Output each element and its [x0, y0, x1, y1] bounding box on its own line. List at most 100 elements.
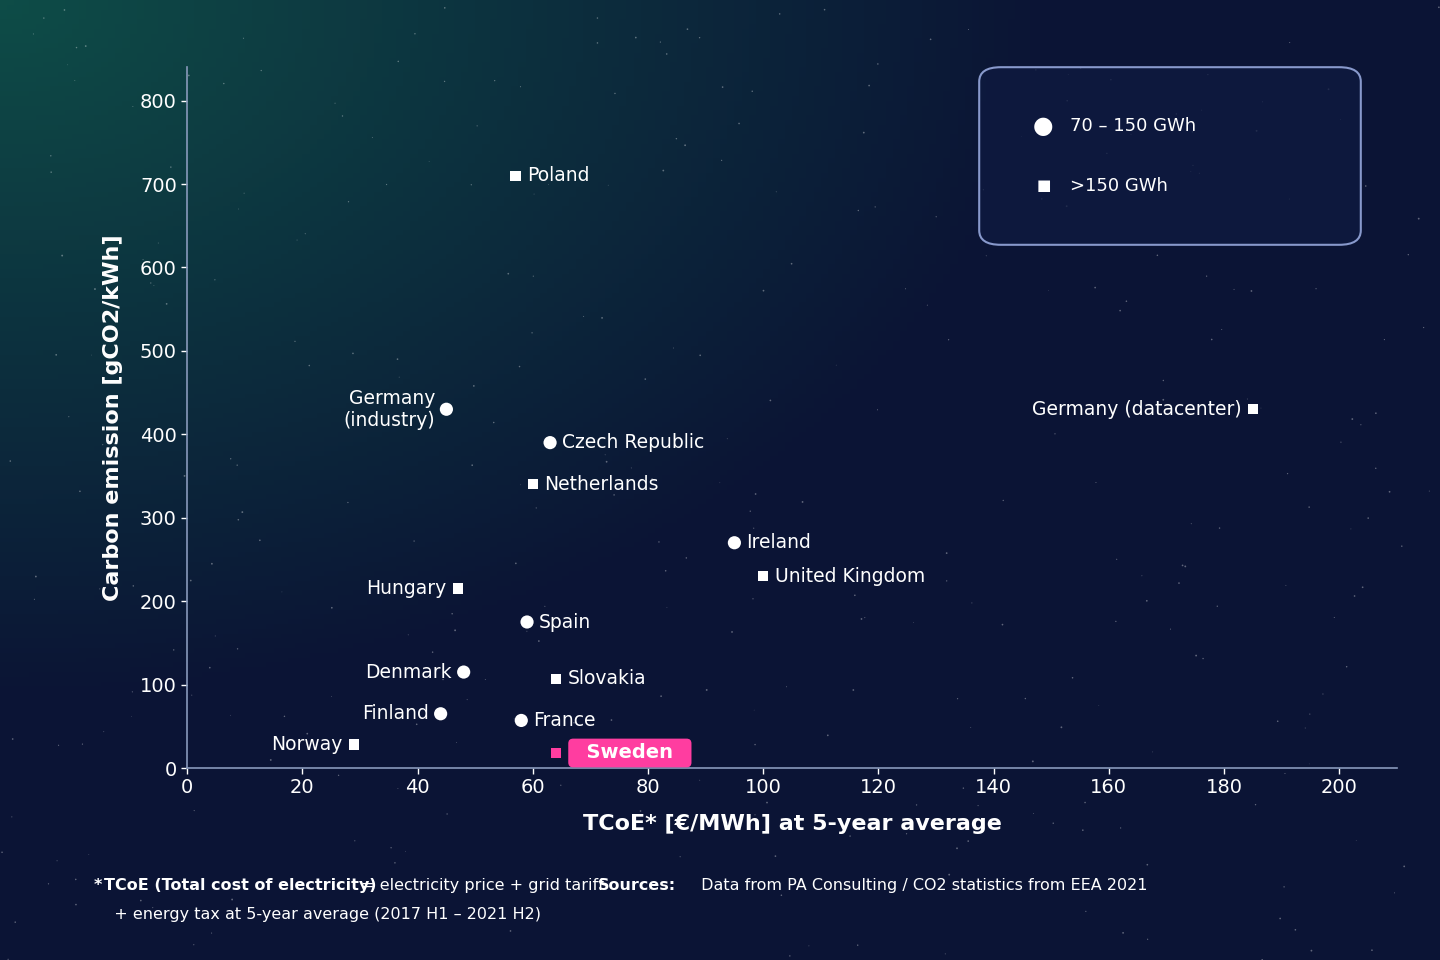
Text: = electricity price + grid tariff: = electricity price + grid tariff [356, 878, 603, 894]
Point [249, 62, 272, 78]
Point [743, 737, 766, 753]
Text: Sweden: Sweden [573, 743, 687, 762]
Point [0, 845, 13, 860]
Point [1119, 127, 1142, 142]
Point [295, 726, 318, 741]
Point [966, 798, 989, 813]
Point [521, 477, 544, 492]
Text: ■: ■ [1037, 179, 1051, 193]
Point [595, 454, 618, 469]
Point [752, 283, 775, 299]
Point [1427, 0, 1440, 15]
Point [711, 80, 734, 95]
Text: Denmark: Denmark [366, 662, 452, 682]
Point [91, 437, 114, 452]
Point [50, 248, 73, 263]
Point [1390, 539, 1413, 554]
Point [199, 660, 222, 675]
Point [248, 533, 271, 548]
Point [1188, 166, 1211, 181]
Point [1022, 805, 1045, 821]
Text: Ireland: Ireland [746, 533, 811, 552]
Point [271, 585, 294, 600]
Text: Data from PA Consulting / CO2 statistics from EEA 2021: Data from PA Consulting / CO2 statistics… [696, 878, 1148, 894]
Point [1014, 691, 1037, 707]
Point [504, 168, 527, 183]
Point [380, 840, 403, 855]
Point [23, 591, 46, 607]
Point [864, 200, 887, 215]
Point [1189, 103, 1212, 118]
Point [752, 568, 775, 584]
Point [816, 728, 840, 743]
Point [1056, 93, 1079, 108]
Point [1274, 578, 1297, 593]
Point [743, 807, 766, 823]
Point [186, 905, 209, 921]
Point [1084, 280, 1107, 296]
Point [1364, 461, 1387, 476]
Point [1297, 499, 1320, 515]
Point [1074, 903, 1097, 919]
Point [403, 26, 426, 41]
Point [675, 21, 698, 36]
Point [992, 492, 1015, 508]
Point [1165, 107, 1188, 122]
Point [53, 2, 76, 17]
Point [274, 708, 297, 724]
Point [854, 610, 877, 625]
Point [583, 432, 606, 447]
Point [65, 872, 88, 887]
Point [311, 881, 334, 897]
Text: Slovakia: Slovakia [567, 669, 647, 688]
Point [503, 710, 526, 726]
Point [596, 178, 619, 193]
Point [1297, 756, 1320, 772]
Point [4, 915, 27, 930]
Point [665, 131, 688, 146]
Text: Germany
(industry): Germany (industry) [343, 389, 435, 430]
Point [638, 881, 661, 897]
Point [1112, 925, 1135, 941]
Point [433, 74, 456, 89]
Point [120, 708, 143, 724]
Point [723, 535, 746, 550]
Point [179, 573, 202, 588]
Point [143, 277, 166, 293]
Point [759, 393, 782, 408]
Text: *: * [94, 878, 108, 894]
Point [778, 948, 801, 960]
Text: France: France [533, 711, 595, 730]
Point [386, 780, 409, 796]
Point [160, 159, 183, 175]
Point [516, 614, 539, 630]
Point [1273, 766, 1296, 781]
Point [63, 73, 86, 88]
Point [924, 209, 948, 225]
Point [602, 488, 625, 503]
Point [452, 664, 475, 680]
Point [894, 281, 917, 297]
Text: Czech Republic: Czech Republic [562, 433, 704, 452]
Point [1378, 484, 1401, 499]
Point [130, 893, 153, 908]
Point [1130, 568, 1153, 584]
Point [1349, 417, 1372, 432]
Point [22, 26, 45, 41]
Point [441, 606, 464, 621]
Point [230, 504, 253, 519]
Point [228, 512, 251, 527]
Point [1299, 707, 1322, 722]
Point [435, 401, 458, 417]
Point [48, 737, 71, 753]
Point [432, 672, 455, 687]
Point [203, 628, 226, 643]
Text: Germany (datacenter): Germany (datacenter) [1031, 399, 1241, 419]
Point [374, 177, 397, 192]
Point [742, 591, 765, 607]
Point [688, 773, 711, 788]
Point [68, 484, 91, 499]
Text: Norway: Norway [271, 735, 343, 755]
Point [533, 599, 556, 614]
Point [1068, 60, 1092, 76]
